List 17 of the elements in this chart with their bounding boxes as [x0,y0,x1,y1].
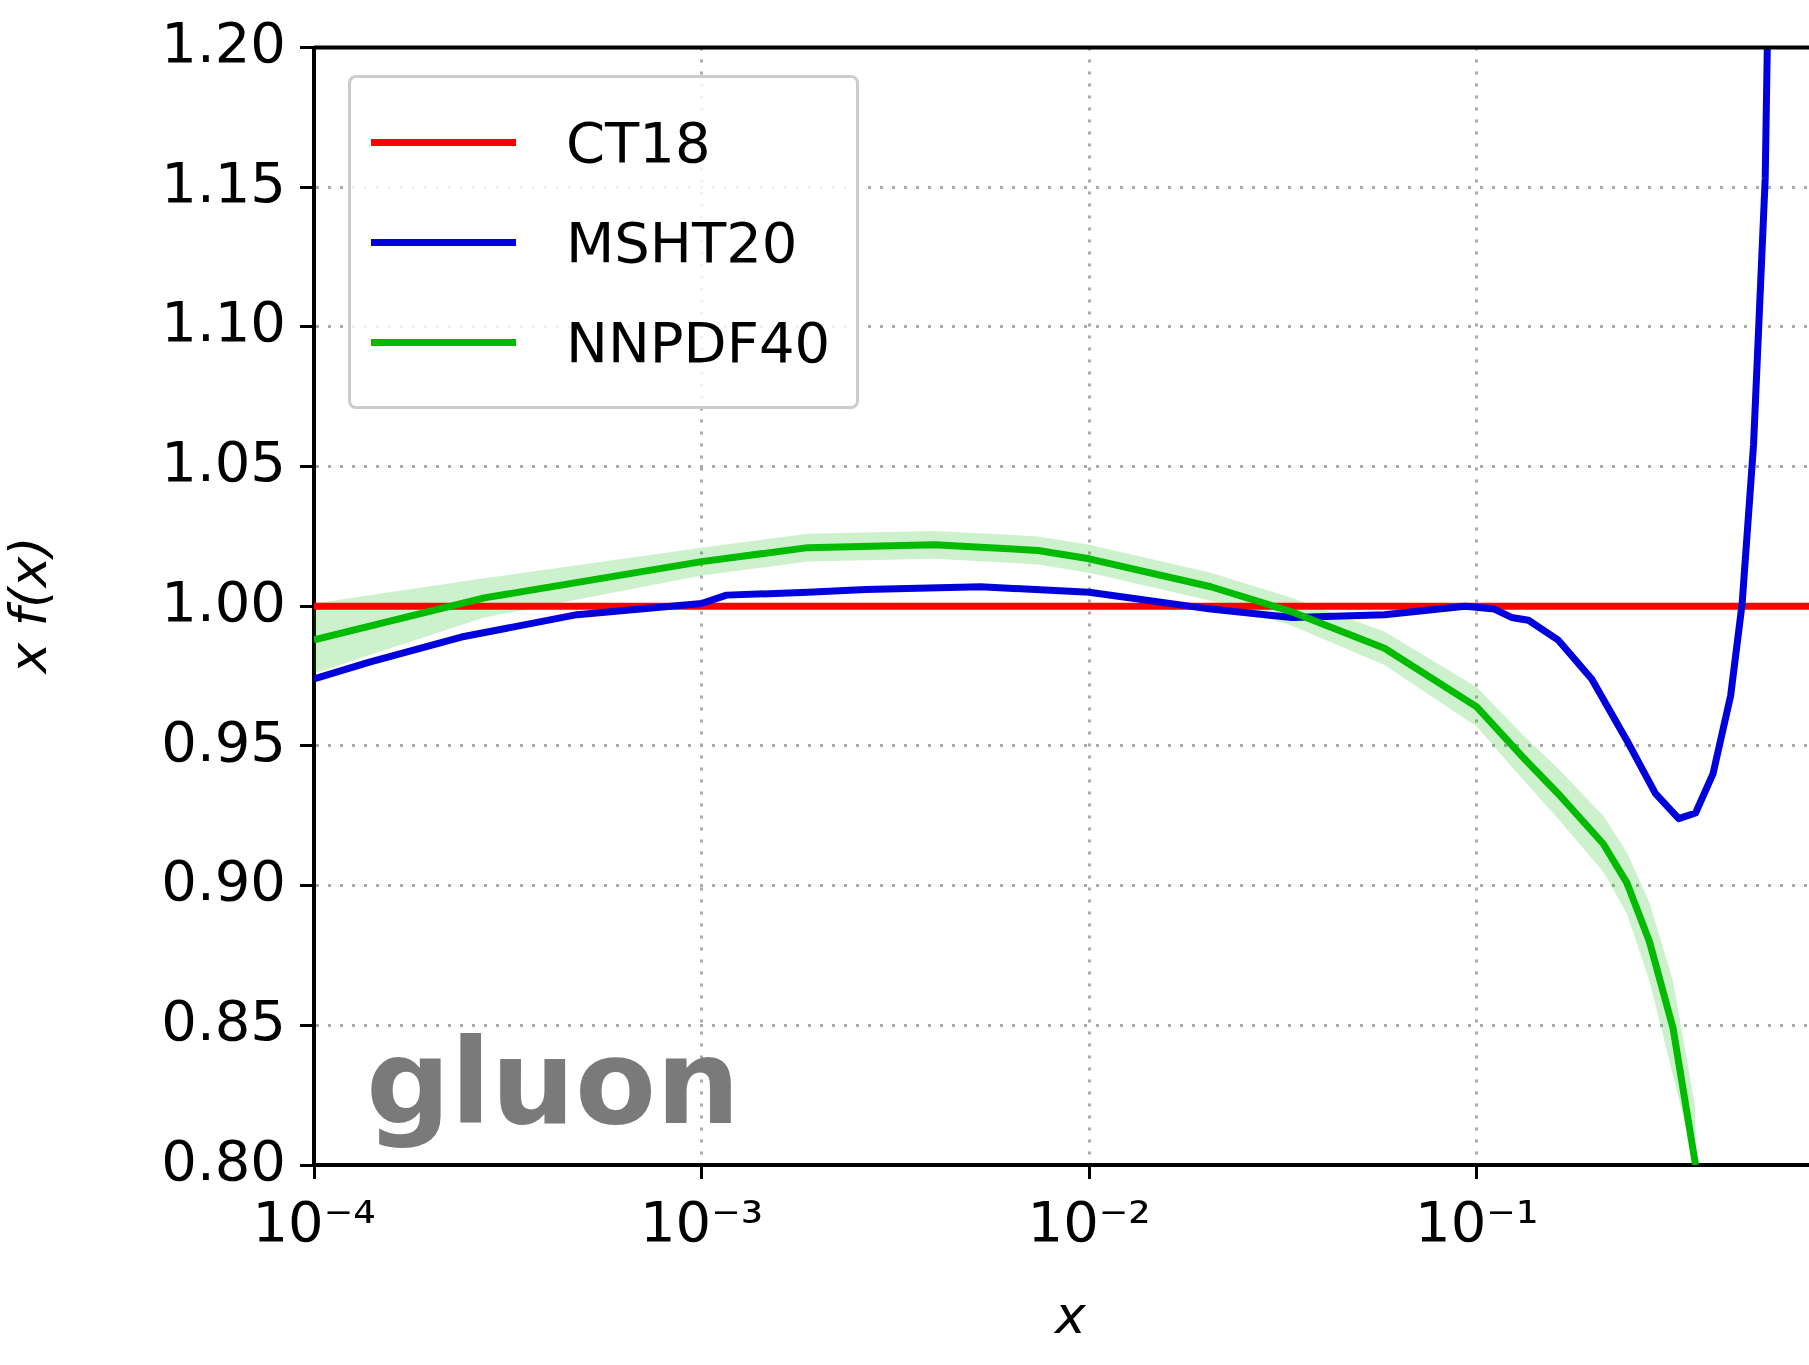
x-axis-title: x [1055,1285,1086,1345]
legend-label: CT18 [566,109,711,175]
y-tick-label: 0.90 [161,848,286,914]
y-tick-label: 1.15 [161,149,286,215]
y-tick-label: 1.10 [161,289,286,355]
annotation: gluon [366,1013,740,1151]
y-tick-label: 0.85 [161,987,286,1053]
legend-label: MSHT20 [566,209,798,275]
y-tick-label: 1.20 [161,10,286,76]
y-tick-label: 1.05 [161,429,286,495]
x-tick-label: 10⁻¹ [1415,1189,1539,1255]
x-tick-label: 10⁻² [1027,1189,1151,1255]
y-axis-title: x f(x) [0,536,59,674]
y-tick-label: 0.95 [161,708,286,774]
legend-label: NNPDF40 [566,309,831,375]
y-tick-label: 1.00 [161,568,286,634]
x-tick-label: 10⁻³ [639,1189,764,1255]
